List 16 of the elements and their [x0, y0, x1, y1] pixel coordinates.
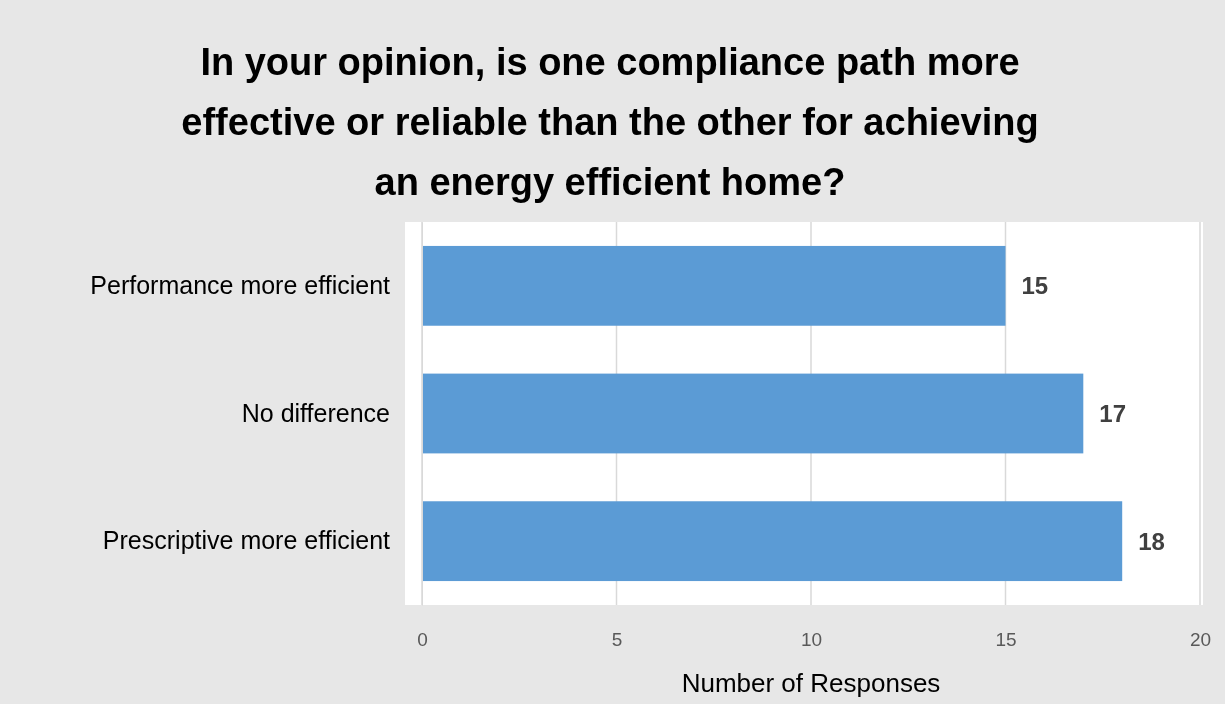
y-tick-label: Prescriptive more efficient: [102, 526, 391, 555]
x-tick-label: 20: [1189, 629, 1212, 651]
data-label: 17: [1099, 399, 1126, 427]
x-tick-label: 10: [800, 629, 823, 651]
chart-title: In your opinion, is one compliance path more effective or reliable than the other for achieving an energy efficient home?: [181, 41, 1039, 203]
y-tick-label: No difference: [241, 398, 390, 427]
x-tick-label: 5: [611, 629, 623, 651]
data-label: 18: [1138, 527, 1165, 555]
bar: [422, 373, 1084, 454]
x-tick-label: 15: [995, 629, 1017, 651]
data-label: 15: [1021, 272, 1049, 300]
bar: [422, 501, 1123, 582]
y-tick-label: Performance more efficient: [90, 270, 391, 299]
x-axis-title: Number of Responses: [681, 668, 941, 698]
x-tick-label: 0: [417, 629, 428, 651]
bar: [422, 245, 1006, 326]
